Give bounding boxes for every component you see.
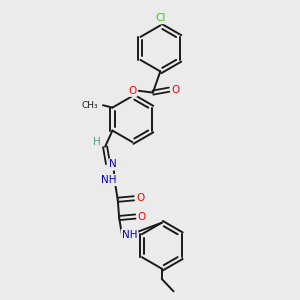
- Text: H: H: [93, 137, 101, 147]
- Text: CH₃: CH₃: [82, 101, 98, 110]
- Text: O: O: [136, 193, 145, 203]
- Text: O: O: [138, 212, 146, 221]
- Text: N: N: [110, 159, 117, 170]
- Text: O: O: [172, 85, 180, 94]
- Text: O: O: [128, 86, 136, 96]
- Text: NH: NH: [122, 230, 137, 240]
- Text: Cl: Cl: [155, 13, 166, 23]
- Text: methoxy: methoxy: [86, 105, 93, 106]
- Text: O: O: [91, 100, 99, 110]
- Text: NH: NH: [100, 175, 116, 185]
